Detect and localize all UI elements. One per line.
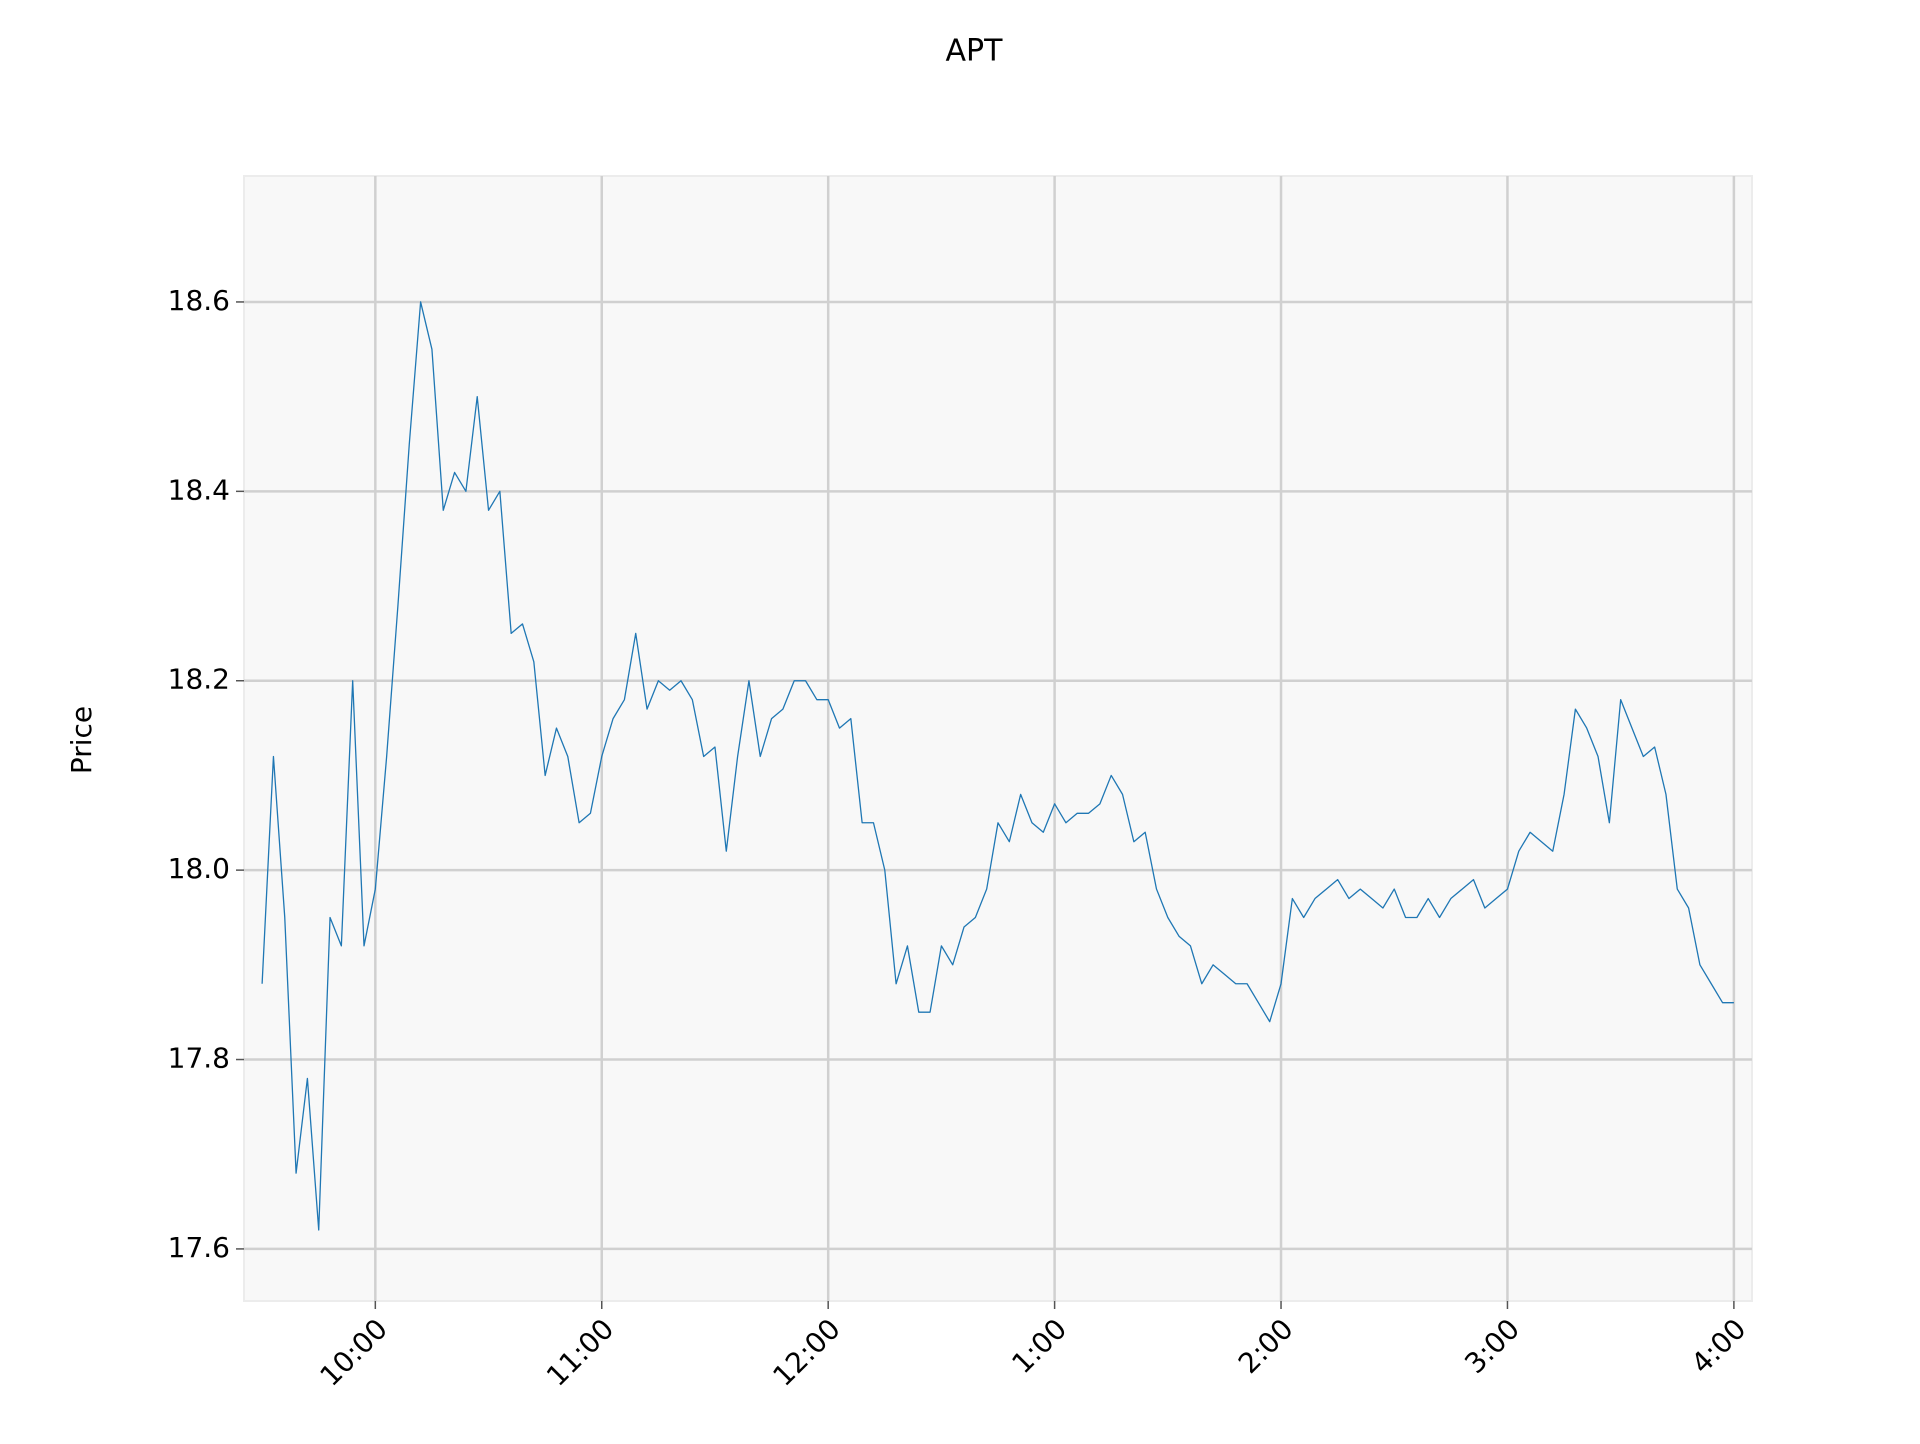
y-tick-label: 18.4 (168, 473, 230, 506)
y-tick-label: 18.2 (168, 663, 230, 696)
x-tick-label: 3:00 (1458, 1312, 1526, 1380)
y-tick-label: 17.6 (168, 1231, 230, 1264)
x-tick-label: 1:00 (1005, 1312, 1073, 1380)
x-tick-label: 10:00 (314, 1312, 394, 1392)
chart-title: APT (946, 34, 1004, 69)
x-tick-label: 4:00 (1685, 1312, 1753, 1380)
price-line (261, 301, 1734, 1231)
y-axis-label: Price (65, 706, 98, 774)
plot-area (243, 175, 1753, 1302)
y-tick-label: 17.8 (168, 1042, 230, 1075)
x-tick-label: 11:00 (540, 1312, 620, 1392)
x-tick-label: 2:00 (1232, 1312, 1300, 1380)
y-tick-label: 18.6 (168, 284, 230, 317)
x-tick-label: 12:00 (766, 1312, 846, 1392)
y-tick-label: 18.0 (168, 852, 230, 885)
